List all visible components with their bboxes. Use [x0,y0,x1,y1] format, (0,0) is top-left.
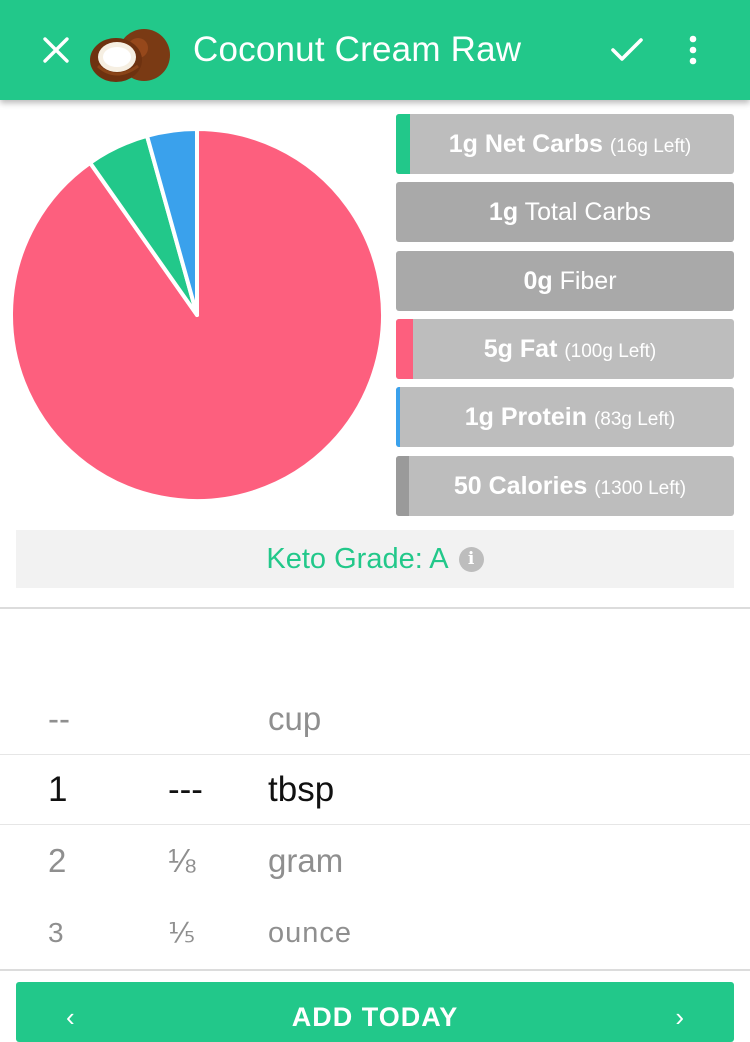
picker-row[interactable]: 2 ⅛ gram [0,826,750,896]
macro-bar-total-carbs[interactable]: 1g Total Carbs [396,182,734,242]
fraction-value: ⅛ [168,842,196,879]
quantity-value: -- [48,700,70,737]
close-icon[interactable] [26,0,86,100]
macro-name: Fat [519,334,558,363]
macro-name: Net Carbs [484,129,603,158]
macro-amount: 5g [483,334,513,363]
macro-amount: 0g [523,266,553,295]
macro-name: Calories [488,471,588,500]
fraction-value: ⅕ [168,917,196,948]
macro-pie-chart [9,127,385,503]
check-icon[interactable] [596,0,658,100]
quantity-value: 1 [48,770,68,809]
unit-value: ounce [268,917,353,949]
divider [0,607,750,609]
unit-value: tbsp [268,770,335,809]
macro-amount: 1g [488,197,519,226]
macro-text: 5g Fat (100g Left) [474,335,657,364]
pie-slice-protein [144,127,199,317]
app-bar: Coconut Cream Raw [0,0,750,100]
macro-name: Total Carbs [524,197,652,226]
macro-text: 50 Calories (1300 Left) [444,472,686,501]
macro-amount: 1g [464,402,494,431]
unit-value: gram [268,842,344,879]
info-icon[interactable]: i [458,546,484,572]
coconut-icon [88,24,172,84]
macro-bar-fiber[interactable]: 0g Fiber [396,251,734,311]
macro-remaining: (83g Left) [593,408,676,430]
macro-bar-net-carbs[interactable]: 1g Net Carbs (16g Left) [396,114,734,174]
macro-name: Fiber [559,266,617,295]
macro-remaining: (1300 Left) [594,477,687,499]
picker-row-selected[interactable]: 1 --- tbsp [0,755,750,825]
add-today-label: ADD TODAY [291,1002,459,1032]
fraction-value: --- [168,770,203,809]
keto-grade-panel: Keto Grade: A i [16,530,734,588]
macro-progress-fill [396,319,413,379]
divider [0,969,750,971]
picker-selection-line [0,824,750,825]
macro-progress-fill [396,114,410,174]
macro-progress-fill [396,387,400,447]
macro-text: 1g Total Carbs [479,198,651,227]
macro-amount: 1g [448,129,478,158]
macro-text: 1g Net Carbs (16g Left) [439,130,692,159]
macro-text: 0g Fiber [513,267,616,296]
quantity-value: 2 [48,842,67,879]
keto-grade-label: Keto Grade: A [266,542,449,575]
macro-bar-protein[interactable]: 1g Protein (83g Left) [396,387,734,447]
macro-remaining: (16g Left) [609,135,692,157]
picker-selection-line [0,754,750,755]
macro-text: 1g Protein (83g Left) [455,403,676,432]
macro-bar-calories[interactable]: 50 Calories (1300 Left) [396,456,734,516]
macro-remaining: (100g Left) [564,340,657,362]
picker-row[interactable]: 3 ⅕ ounce [0,898,750,968]
picker-row[interactable]: -- cup [0,684,750,754]
more-vert-icon[interactable] [668,0,718,100]
arrow-right-icon: › [675,1002,684,1032]
macro-progress-fill [396,456,409,516]
macro-name: Protein [500,402,587,431]
unit-value: cup [268,700,322,737]
page-title: Coconut Cream Raw [193,30,522,69]
macro-bar-fat[interactable]: 5g Fat (100g Left) [396,319,734,379]
macro-amount: 50 [453,471,482,500]
quantity-value: 3 [48,917,64,948]
add-today-button[interactable]: ‹ ADD TODAY › [16,982,734,1042]
